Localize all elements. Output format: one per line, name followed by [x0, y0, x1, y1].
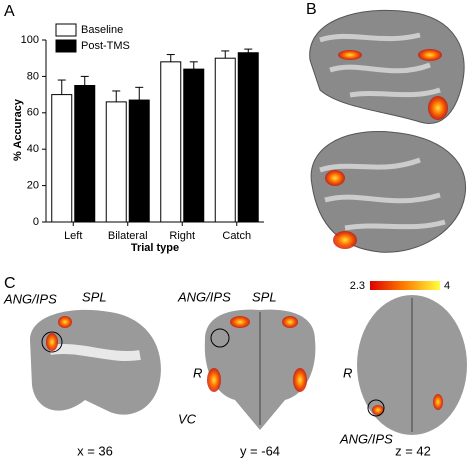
colorbar-min: 2.3 — [350, 280, 365, 292]
x-tick-label: Catch — [222, 230, 251, 242]
panel-label: C — [4, 275, 16, 292]
annotation: ANG/IPS — [177, 289, 231, 304]
annotation: SPL — [82, 289, 107, 304]
y-tick-label: 40 — [27, 143, 39, 155]
y-tick-label: 20 — [27, 180, 39, 192]
legend-label: Post-TMS — [81, 40, 130, 52]
bar — [214, 57, 236, 223]
y-axis-label: % Accuracy — [12, 98, 24, 161]
bar — [105, 101, 127, 223]
bar — [237, 52, 259, 223]
x-tick-label: Bilateral — [108, 230, 148, 242]
bar — [51, 94, 73, 223]
x-tick-label: Left — [64, 230, 82, 242]
brain-render — [309, 9, 467, 253]
legend-swatch — [55, 23, 77, 37]
x-axis-label: Trial type — [131, 242, 179, 254]
slice-label: x = 36 — [77, 443, 113, 458]
annotation: ANG/IPS — [3, 291, 57, 306]
brain-slices — [30, 281, 467, 435]
y-tick-label: 80 — [27, 70, 39, 82]
panel-label: A — [4, 3, 15, 20]
annotation: R — [193, 365, 202, 380]
bar — [160, 61, 182, 223]
legend-swatch — [55, 39, 77, 53]
x-tick-label: Right — [169, 230, 195, 242]
bar — [128, 99, 150, 223]
bar — [74, 85, 96, 223]
annotation: SPL — [252, 289, 277, 304]
colorbar — [370, 281, 440, 290]
annotation: ANG/IPS — [339, 431, 393, 446]
annotation: VC — [178, 411, 197, 426]
y-tick-label: 60 — [27, 107, 39, 119]
y-tick-label: 0 — [33, 216, 39, 228]
annotation: R — [343, 365, 352, 380]
slice-label: z = 42 — [395, 443, 431, 458]
y-tick-label: 100 — [21, 34, 39, 46]
bar — [183, 68, 205, 223]
panel-label: B — [306, 1, 317, 18]
legend-label: Baseline — [81, 24, 123, 36]
colorbar-max: 4 — [444, 280, 450, 292]
slice-label: y = -64 — [240, 443, 280, 458]
